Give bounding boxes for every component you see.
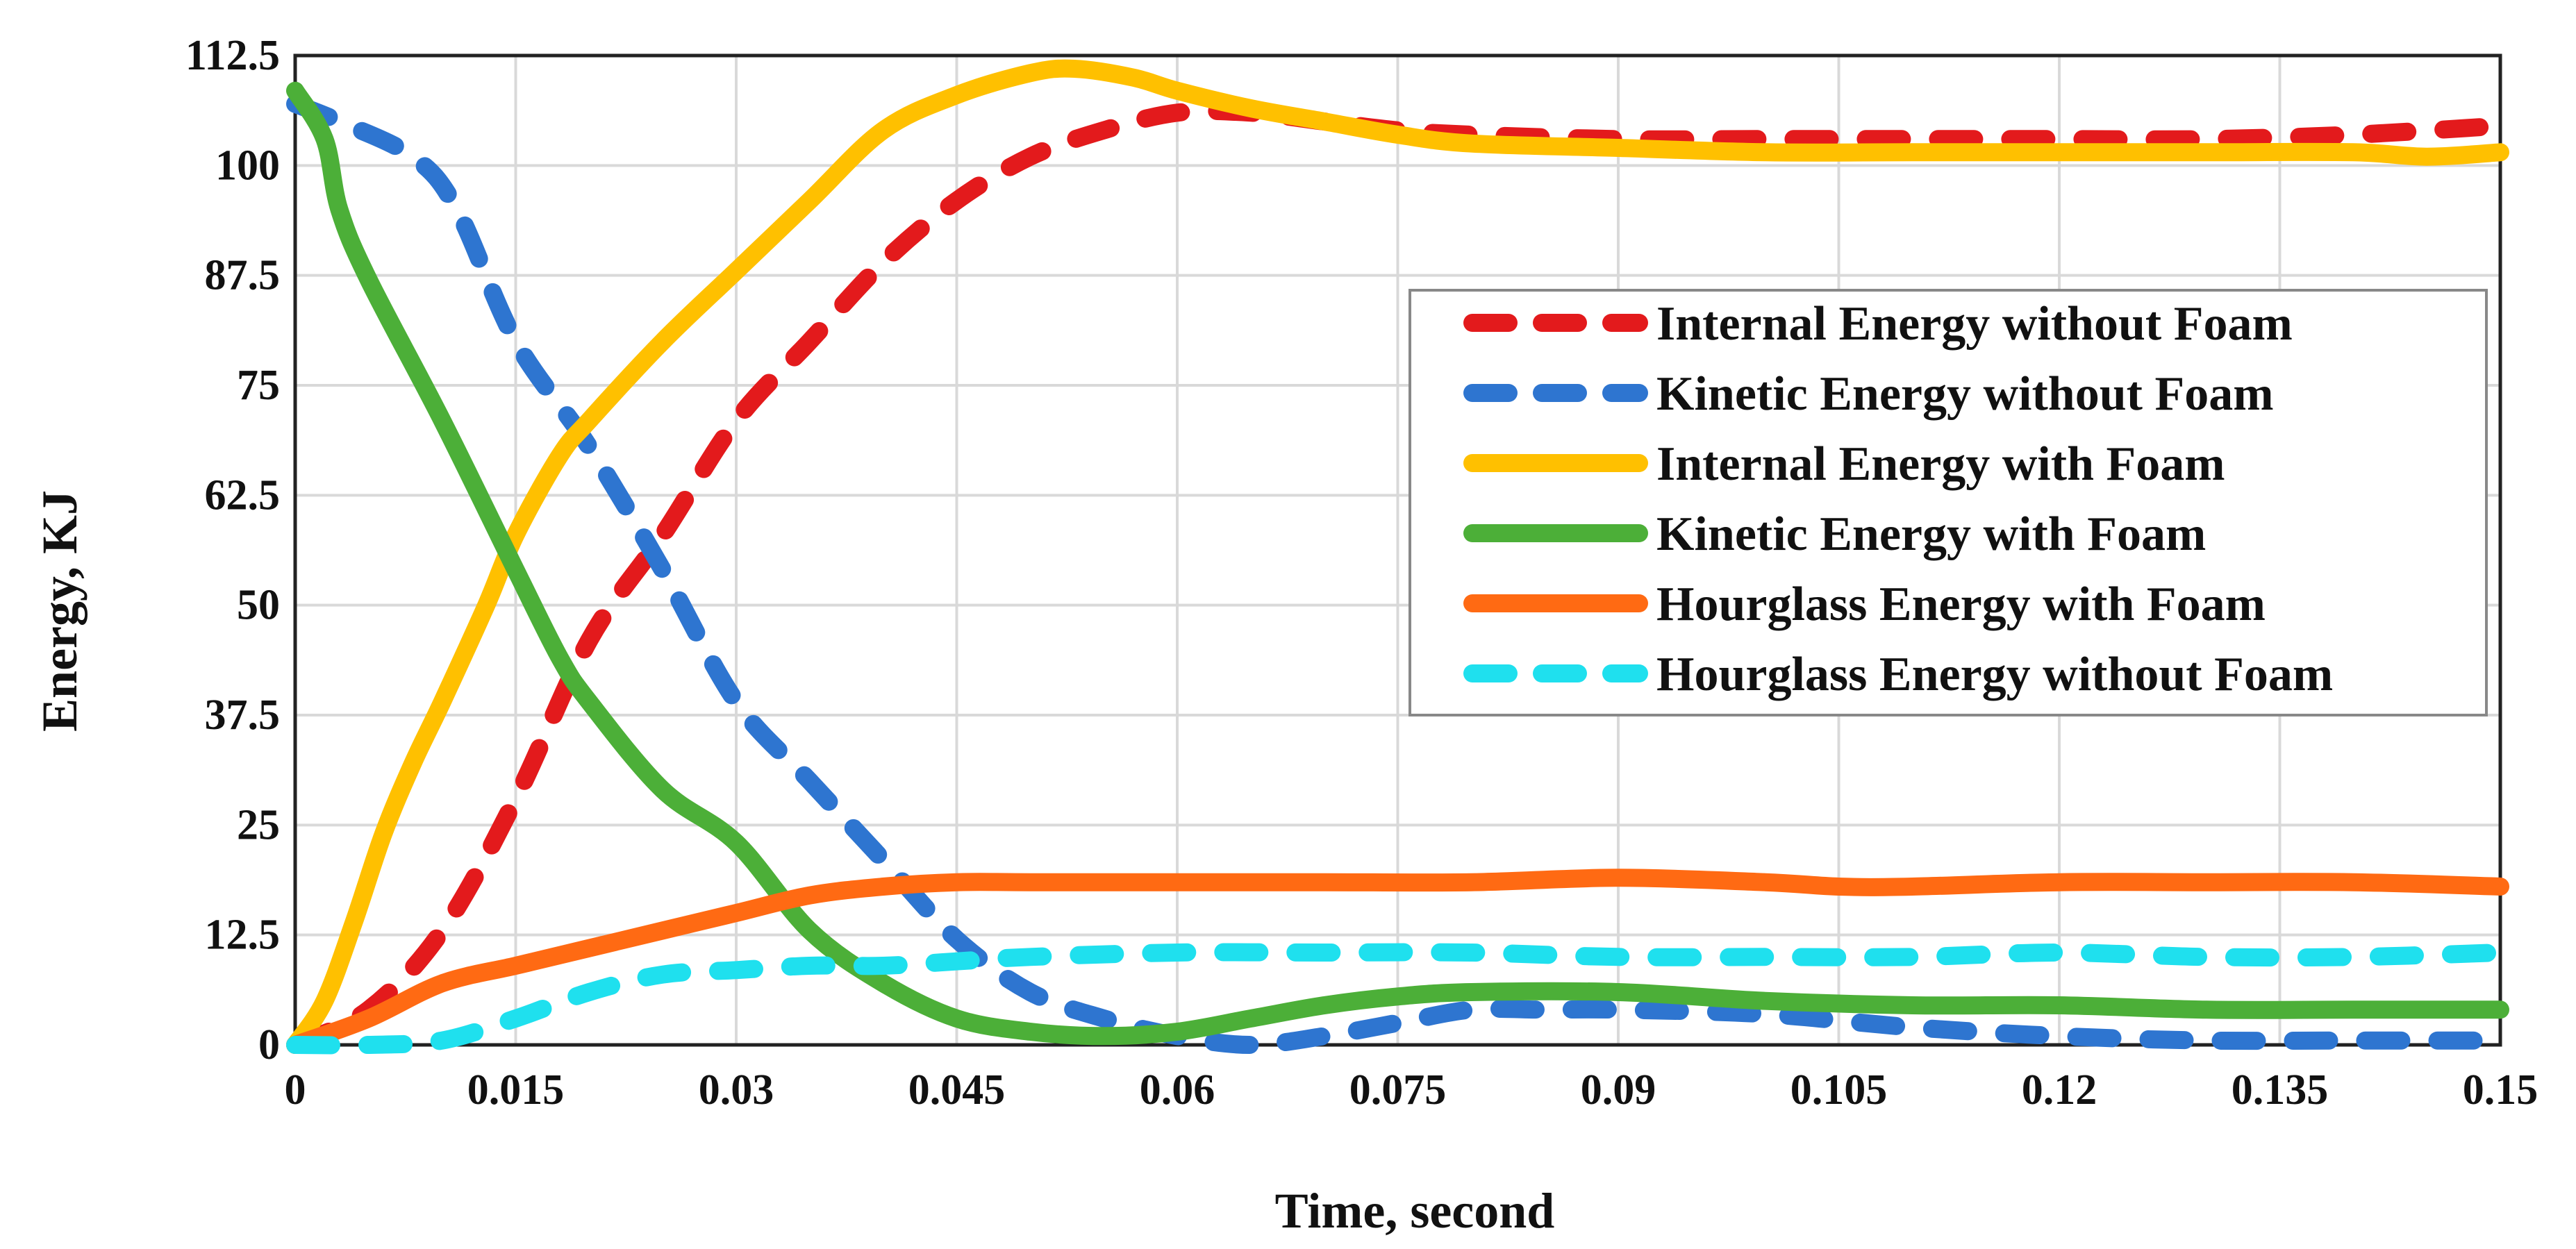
y-tick-label: 100 (215, 142, 280, 189)
series-line-internal-energy-without-foam (286, 101, 2509, 1054)
x-tick-label: 0.105 (1790, 1066, 1888, 1114)
x-tick-label: 0.135 (2232, 1066, 2329, 1114)
x-tick-label: 0.06 (1140, 1066, 1215, 1114)
y-tick-label: 50 (237, 582, 280, 629)
series-line-kinetic-energy-with-foam (286, 81, 2509, 1046)
y-tick-label: 25 (237, 801, 280, 848)
x-axis-title: Time, second (1275, 1183, 1555, 1239)
legend: Internal Energy without Foam Kinetic Ener… (1409, 289, 2488, 716)
y-tick-label: 37.5 (205, 691, 281, 739)
legend-label-kinetic-energy-without-foam: Kinetic Energy without Foam (1656, 367, 2274, 421)
y-axis-title: Energy, KJ (32, 490, 88, 732)
series-line-hourglass-energy-without-foam (286, 943, 2509, 1055)
x-tick-label: 0.15 (2463, 1066, 2538, 1114)
x-tick-label: 0.075 (1349, 1066, 1447, 1114)
legend-label-internal-energy-with-foam: Internal Energy with Foam (1656, 437, 2225, 491)
legend-label-kinetic-energy-with-foam: Kinetic Energy with Foam (1656, 508, 2206, 561)
legend-label-hourglass-energy-without-foam: Hourglass Energy without Foam (1656, 648, 2333, 701)
y-tick-label: 75 (237, 362, 280, 409)
legend-label-internal-energy-without-foam: Internal Energy without Foam (1656, 297, 2293, 351)
x-tick-label: 0.03 (699, 1066, 774, 1114)
axes (293, 53, 2502, 1047)
x-tick-label: 0 (285, 1066, 306, 1114)
series-lines (286, 59, 2509, 1055)
plot-area-border (293, 53, 2502, 1047)
y-tick-label: 62.5 (205, 471, 281, 519)
y-tick-label: 87.5 (205, 252, 281, 299)
series-line-hourglass-energy-with-foam (286, 869, 2509, 1054)
series-line-internal-energy-with-foam (286, 59, 2509, 1054)
x-tick-label: 0.09 (1581, 1066, 1656, 1114)
y-tick-label: 112.5 (185, 32, 280, 79)
x-tick-label: 0.12 (2022, 1066, 2097, 1114)
y-tick-label: 0 (258, 1021, 280, 1068)
x-tick-label: 0.015 (467, 1066, 565, 1114)
tick-labels: 0 0.015 0.03 0.045 0.06 0.075 0.09 0.105 0.12 0.1… (185, 32, 2538, 1114)
x-tick-label: 0.045 (908, 1066, 1006, 1114)
legend-label-hourglass-energy-with-foam: Hourglass Energy with Foam (1656, 578, 2266, 631)
y-tick-label: 12.5 (205, 912, 281, 959)
legend-box (1409, 289, 2488, 716)
